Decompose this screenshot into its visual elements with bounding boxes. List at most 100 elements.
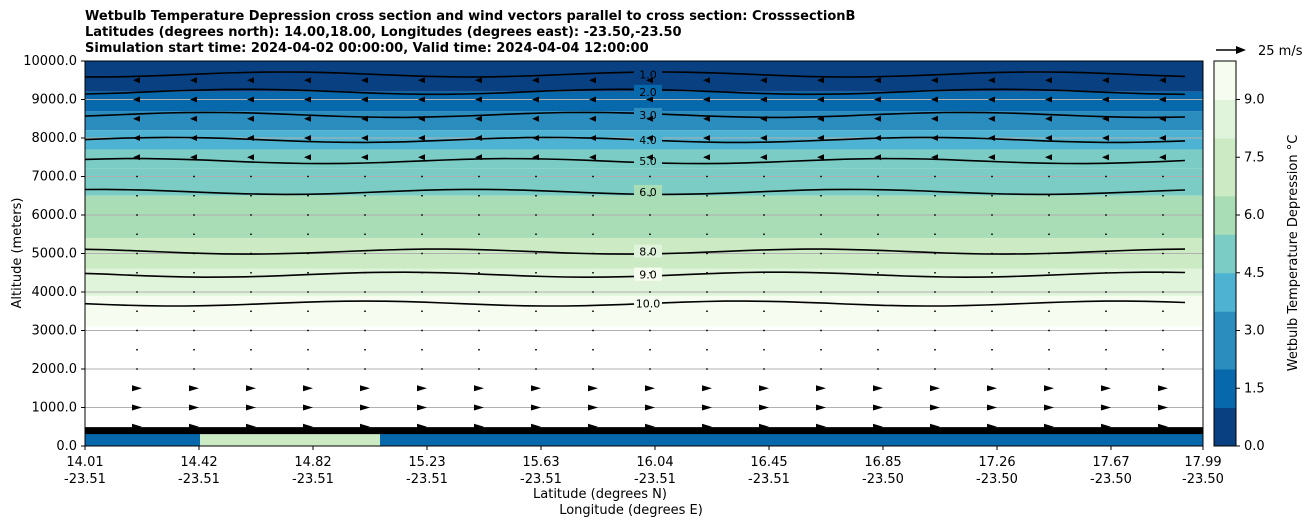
- wind-arrow: [364, 233, 366, 236]
- x-tick-label-lat: 16.04: [636, 455, 673, 470]
- wind-arrow: [361, 135, 368, 141]
- wind-arrow: [1101, 423, 1111, 430]
- wind-arrow: [193, 291, 195, 293]
- wind-arrow: [991, 368, 993, 370]
- wind-arrow: [246, 404, 256, 411]
- x-tick-label-lat: 17.99: [1184, 455, 1221, 470]
- wind-arrow: [759, 385, 769, 392]
- wind-arrow: [877, 368, 879, 370]
- wind-arrow: [1105, 329, 1107, 332]
- wind-arrow: [307, 310, 309, 313]
- wind-arrow: [1158, 404, 1168, 411]
- wind-arrow: [193, 329, 195, 332]
- wind-arrow: [136, 368, 138, 370]
- wind-arrow: [189, 404, 199, 411]
- wind-arrow: [133, 96, 140, 103]
- wind-arrow: [877, 348, 879, 351]
- wind-arrow: [535, 291, 537, 293]
- wind-arrow: [934, 348, 936, 351]
- wind-arrow: [934, 271, 936, 274]
- wind-arrow: [820, 214, 822, 216]
- wind-arrow: [247, 154, 254, 161]
- wind-arrow: [759, 404, 769, 411]
- wind-arrow: [991, 175, 993, 178]
- wind-arrow: [364, 214, 366, 216]
- colorbar-tick-label: 4.5: [1244, 266, 1265, 281]
- wind-arrow: [417, 404, 427, 411]
- wind-arrow: [763, 214, 765, 216]
- wind-arrow: [478, 310, 480, 313]
- y-tick-label: 7000.0: [32, 170, 78, 185]
- wind-arrow: [190, 96, 197, 103]
- wind-arrow: [535, 368, 537, 370]
- wind-arrow: [649, 368, 651, 370]
- wind-arrow: [988, 115, 995, 122]
- contour-label-bg-8.0: [634, 244, 662, 258]
- wind-arrow: [361, 96, 368, 103]
- fill-band-1: [85, 91, 1203, 112]
- wind-arrow: [816, 385, 826, 392]
- wind-arrow: [763, 348, 765, 351]
- y-tick-label: 1000.0: [32, 401, 78, 416]
- wind-arrow: [421, 175, 423, 178]
- wind-arrow: [421, 194, 423, 197]
- wind-arrow: [1048, 194, 1050, 197]
- wind-arrow: [535, 271, 537, 274]
- wind-arrow: [1048, 329, 1050, 332]
- wind-arrow: [588, 404, 598, 411]
- wind-arrow: [303, 423, 313, 430]
- wind-arrow: [649, 329, 651, 332]
- colorbar-tick-label: 0.0: [1244, 439, 1265, 454]
- wind-arrow: [136, 214, 138, 216]
- x-tick-label-lon: -23.50: [1090, 472, 1132, 487]
- y-tick-label: 0.0: [56, 439, 77, 454]
- x-tick-label-lon: -23.50: [976, 472, 1018, 487]
- wind-arrow: [1102, 154, 1109, 161]
- wind-arrow: [1101, 404, 1111, 411]
- wind-arrow: [250, 194, 252, 197]
- wind-arrow: [250, 252, 252, 255]
- y-tick-label: 2000.0: [32, 362, 78, 377]
- wind-arrow: [817, 96, 824, 103]
- wind-arrow: [1101, 385, 1111, 392]
- wind-arrow: [873, 404, 883, 411]
- wind-arrow: [247, 96, 254, 103]
- wind-arrow: [817, 115, 824, 122]
- wind-arrow: [1102, 135, 1109, 141]
- wind-arrow: [361, 115, 368, 122]
- wind-arrow: [649, 175, 651, 178]
- wind-arrow: [1102, 77, 1109, 84]
- wind-arrow: [1048, 252, 1050, 255]
- wind-arrow: [1048, 175, 1050, 178]
- colorbar-segment: [1214, 253, 1236, 274]
- wind-arrow: [421, 348, 423, 351]
- wind-arrow: [874, 154, 881, 161]
- wind-arrow: [475, 77, 482, 84]
- wind-arrow: [987, 385, 997, 392]
- wind-arrow: [763, 329, 765, 332]
- wind-arrow: [421, 291, 423, 293]
- wind-arrow: [1162, 329, 1164, 332]
- wind-arrow: [991, 233, 993, 236]
- wind-arrow: [873, 423, 883, 430]
- wind-arrow: [532, 96, 539, 103]
- wind-key-arrow-head: [1236, 46, 1246, 54]
- wind-arrow: [1045, 135, 1052, 141]
- wind-arrow: [418, 77, 425, 84]
- wind-arrow: [703, 96, 710, 103]
- wind-arrow: [304, 135, 311, 141]
- contour-label-4.0: 4.0: [639, 134, 657, 147]
- wind-arrow: [877, 291, 879, 293]
- wind-arrow: [132, 404, 142, 411]
- wind-arrow: [646, 115, 653, 122]
- wind-arrow: [934, 368, 936, 370]
- wind-arrow: [132, 423, 142, 430]
- wind-arrow: [136, 291, 138, 293]
- wind-arrow: [250, 271, 252, 274]
- wind-arrow: [531, 423, 541, 430]
- y-tick-label: 4000.0: [32, 285, 78, 300]
- wind-arrow: [931, 115, 938, 122]
- wind-arrow: [1162, 194, 1164, 197]
- colorbar-segment: [1214, 292, 1236, 312]
